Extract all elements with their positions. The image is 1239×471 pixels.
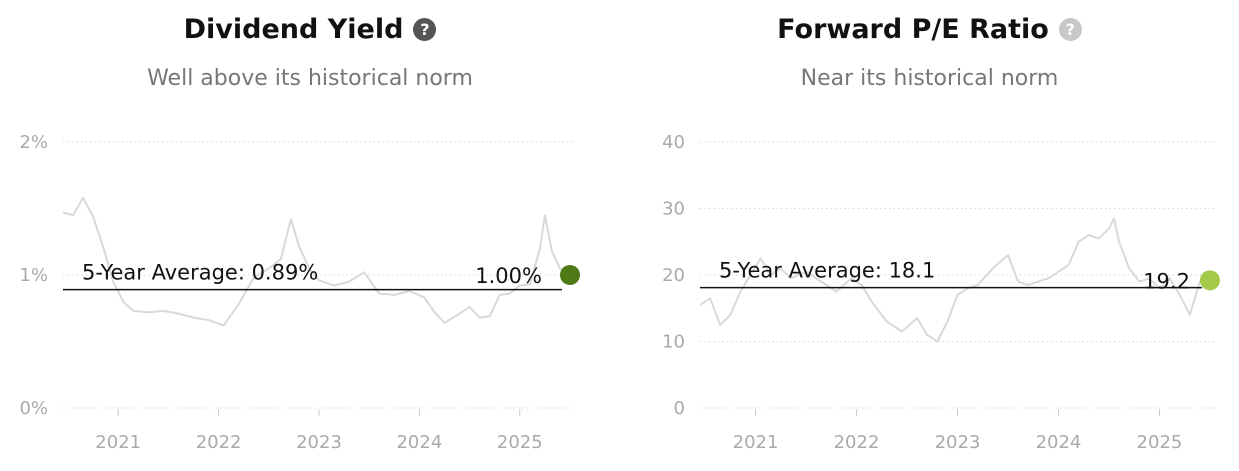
series-line (62, 196, 569, 327)
x-tick-label: 2023 (296, 432, 342, 453)
y-tick-label: 40 (662, 132, 685, 153)
y-tick-label: 10 (662, 332, 685, 353)
average-label: 5-Year Average: 18.1 (719, 259, 935, 283)
forward-pe-panel: Forward P/E Ratio? Near its historical n… (620, 0, 1239, 471)
y-tick-label: 1% (19, 265, 48, 286)
y-tick-label: 30 (662, 199, 685, 220)
x-tick-label: 2024 (396, 432, 442, 453)
chart-subtitle: Near its historical norm (800, 66, 1059, 91)
dividend-yield-title-row: Dividend Yield? (0, 14, 620, 45)
x-tick-label: 2022 (834, 432, 880, 453)
x-tick-label: 2025 (1137, 432, 1183, 453)
x-tick-label: 2024 (1036, 432, 1082, 453)
current-value-label: 19.2 (1143, 269, 1190, 293)
y-tick-label: 0 (674, 398, 685, 419)
question-circle-icon[interactable]: ? (413, 18, 437, 41)
x-tick-label: 2023 (935, 432, 981, 453)
question-circle-icon[interactable]: ? (1058, 18, 1082, 41)
average-label: 5-Year Average: 0.89% (82, 261, 318, 285)
y-tick-label: 20 (662, 265, 685, 286)
dividend-yield-chart: 0% 1% 2% 2021 2022 2023 2024 2025 5-Year Average… (19, 132, 580, 453)
y-tick-label: 0% (19, 398, 48, 419)
y-tick-label: 2% (19, 132, 48, 153)
chart-title: Dividend Yield (183, 14, 404, 45)
x-tick-label: 2021 (95, 432, 141, 453)
x-tick-label: 2021 (733, 432, 779, 453)
chart-title: Forward P/E Ratio (777, 14, 1049, 45)
current-value-marker (559, 265, 580, 285)
dividend-yield-panel: Dividend Yield? Well above its historica… (0, 14, 620, 453)
x-tick-label: 2022 (196, 432, 242, 453)
series-line (699, 217, 1209, 343)
forward-pe-title-row: Forward P/E Ratio? (620, 14, 1239, 45)
current-value-label: 1.00% (475, 264, 542, 288)
forward-pe-chart: 0 10 20 30 40 2021 2022 2023 2024 2025 5-Year Aver… (662, 132, 1220, 453)
current-value-marker (1199, 270, 1220, 291)
x-tick-label: 2025 (497, 432, 543, 453)
chart-subtitle: Well above its historical norm (147, 66, 473, 91)
